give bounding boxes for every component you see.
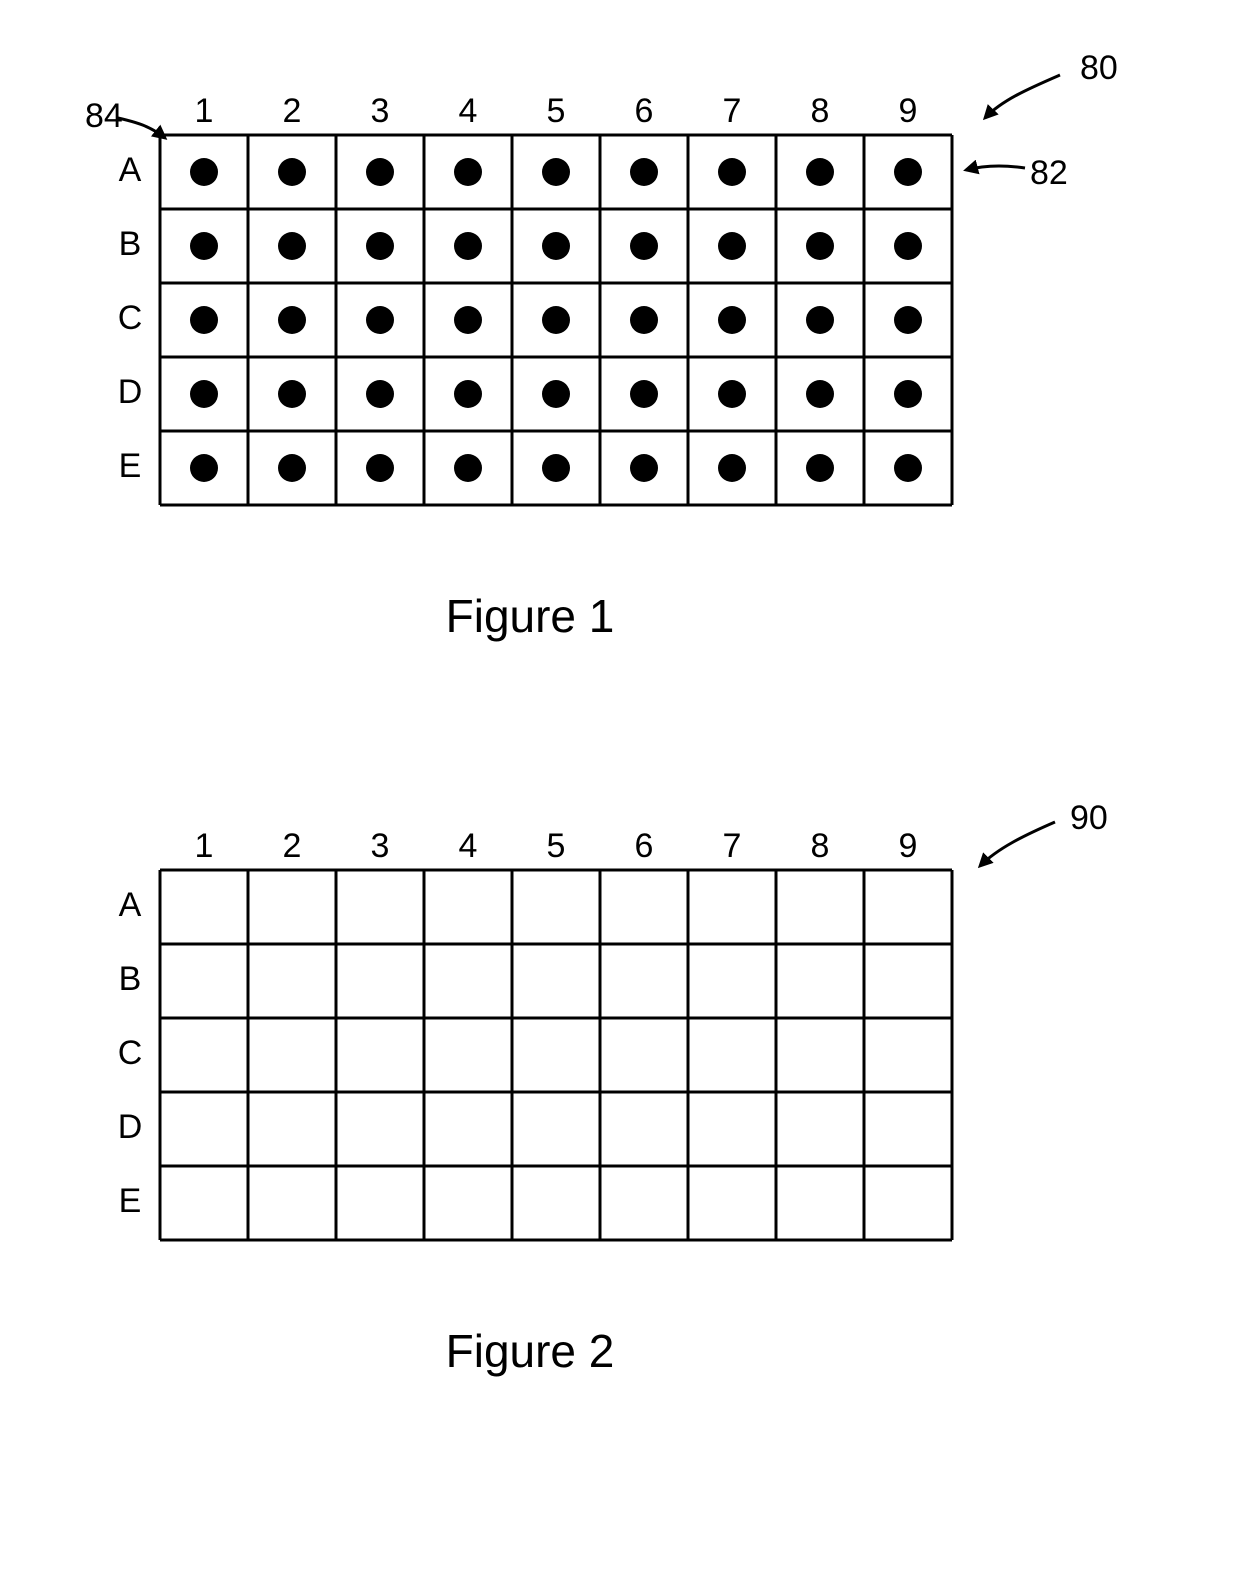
col-label: 7 [723, 827, 742, 865]
grid-dot [630, 158, 658, 186]
grid-dot [630, 380, 658, 408]
grid-dot [806, 454, 834, 482]
grid-dot [366, 158, 394, 186]
grid-dot [630, 454, 658, 482]
grid-dot [542, 158, 570, 186]
grid-dot [542, 380, 570, 408]
grid-dot [278, 158, 306, 186]
col-label: 6 [635, 92, 654, 130]
row-label: B [119, 960, 142, 998]
grid-dot [190, 158, 218, 186]
grid-dot [718, 306, 746, 334]
col-label: 8 [811, 827, 830, 865]
grid-dot [366, 306, 394, 334]
row-label: C [118, 1034, 143, 1072]
grid-dot [454, 158, 482, 186]
row-label: C [118, 299, 143, 337]
grid-dot [454, 306, 482, 334]
grid-dot [366, 380, 394, 408]
row-label: D [118, 1108, 143, 1146]
grid-dot [542, 454, 570, 482]
callout-arrow [118, 118, 165, 138]
grid-dot [806, 232, 834, 260]
grid-dot [806, 380, 834, 408]
col-label: 6 [635, 827, 654, 865]
figure-caption: Figure 2 [446, 1325, 615, 1377]
grid-dot [278, 232, 306, 260]
col-label: 4 [459, 92, 478, 130]
col-label: 9 [899, 827, 918, 865]
callout-arrow [966, 166, 1025, 170]
grid-dot [894, 232, 922, 260]
grid-dot [366, 232, 394, 260]
row-label: A [119, 886, 142, 924]
grid-dot [190, 454, 218, 482]
col-label: 1 [195, 827, 214, 865]
row-label: B [119, 225, 142, 263]
grid-dot [190, 380, 218, 408]
grid-dot [542, 232, 570, 260]
grid-dot [366, 454, 394, 482]
row-label: E [119, 1182, 142, 1220]
callout-label: 80 [1080, 49, 1118, 87]
callout-arrow [985, 75, 1060, 118]
grid-dot [278, 454, 306, 482]
grid-dot [718, 454, 746, 482]
grid-dot [718, 232, 746, 260]
row-label: A [119, 151, 142, 189]
col-label: 2 [283, 92, 302, 130]
col-label: 5 [547, 827, 566, 865]
grid-dot [278, 306, 306, 334]
grid-dot [454, 454, 482, 482]
grid-dot [806, 158, 834, 186]
col-label: 5 [547, 92, 566, 130]
grid-dot [278, 380, 306, 408]
grid-dot [630, 306, 658, 334]
figure-caption: Figure 1 [446, 590, 615, 642]
grid-dot [718, 380, 746, 408]
grid-dot [454, 380, 482, 408]
grid-dot [542, 306, 570, 334]
grid-dot [190, 306, 218, 334]
figure-1 [118, 75, 1060, 505]
col-label: 2 [283, 827, 302, 865]
col-label: 8 [811, 92, 830, 130]
callout-label: 90 [1070, 799, 1108, 837]
col-label: 1 [195, 92, 214, 130]
callout-arrow [980, 822, 1055, 866]
row-label: E [119, 447, 142, 485]
col-label: 3 [371, 827, 390, 865]
grid-dot [894, 306, 922, 334]
row-label: D [118, 373, 143, 411]
grid-dot [718, 158, 746, 186]
col-label: 3 [371, 92, 390, 130]
grid-dot [190, 232, 218, 260]
figure-2 [160, 822, 1055, 1240]
grid-dot [894, 158, 922, 186]
grid-dot [806, 306, 834, 334]
col-label: 7 [723, 92, 742, 130]
col-label: 4 [459, 827, 478, 865]
callout-label: 84 [85, 97, 123, 135]
callout-label: 82 [1030, 154, 1068, 192]
col-label: 9 [899, 92, 918, 130]
grid-dot [894, 380, 922, 408]
grid-dot [630, 232, 658, 260]
grid-dot [454, 232, 482, 260]
grid-dot [894, 454, 922, 482]
